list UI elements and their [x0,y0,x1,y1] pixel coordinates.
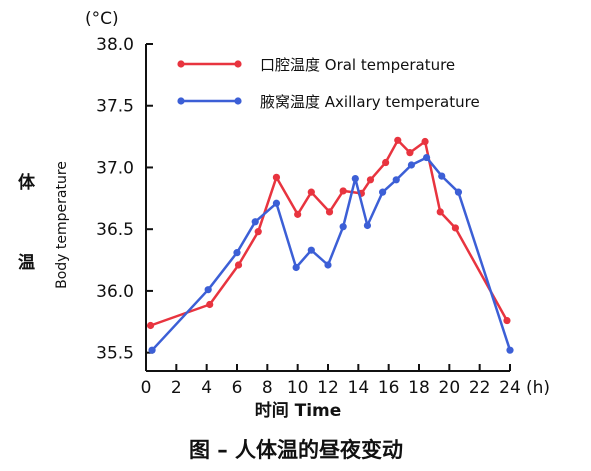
x-tick-label: 12 [317,378,339,398]
data-point [148,346,156,354]
y-tick-label: 35.5 [96,344,134,364]
data-point [503,316,511,325]
data-point [506,346,514,354]
data-point [394,136,402,144]
x-tick-label: 0 [141,378,152,398]
data-point [234,261,243,269]
y-tick-label: 37.5 [96,97,134,117]
x-tick-label: 22 [469,378,491,398]
x-tick-label: 4 [201,378,212,398]
legend-swatch-point [234,97,242,105]
x-ticks: 0 2 4 6 8 10 12 14 16 18 20 22 24 [141,364,521,398]
data-point [233,249,241,257]
y-tick-label: 36.0 [96,282,134,302]
x-tick-label: 18 [408,378,430,398]
data-point [451,224,459,232]
data-point [292,263,300,272]
y-tick-label: 36.5 [96,220,134,240]
series-line [151,156,512,352]
x-tick-label: 14 [348,378,370,398]
data-point [324,261,332,269]
x-tick-label: 20 [439,378,461,398]
data-point [272,173,281,181]
series-0 [146,136,511,330]
legend-swatch-point [177,97,185,105]
y-axis-title-cjk-1: 体 [18,172,36,193]
x-unit-label: (h) [526,378,550,398]
series-line [150,139,509,327]
data-point [379,188,387,196]
x-tick-label: 2 [171,378,182,398]
y-axis-title-cjk-2: 温 [18,253,35,273]
x-tick-label: 6 [232,378,243,398]
data-point [406,149,414,157]
data-point [438,172,446,180]
series-layer [146,136,514,354]
series-1 [148,153,514,354]
data-point [307,246,315,254]
legend-item: 腋窝温度 Axillary temperature [177,93,480,111]
data-point [254,228,262,236]
y-unit-label: (°C) [85,9,119,29]
x-tick-label: 24 [499,378,521,398]
y-ticks: 35.5 36.0 36.5 37.0 37.5 38.0 [96,35,153,364]
data-point [421,137,429,146]
legend-label: 口腔温度 Oral temperature [260,56,455,74]
data-point [206,300,214,309]
figure-caption: 图 – 人体温的昼夜变动 [189,438,403,462]
data-point [351,174,359,183]
data-point [366,176,375,184]
data-point [454,188,463,196]
y-axis-title: Body temperature [54,161,70,289]
data-point [422,153,431,162]
legend-swatch-point [234,60,242,68]
legend-label: 腋窝温度 Axillary temperature [260,93,480,111]
data-point [307,188,315,196]
data-point [339,187,347,195]
data-point [436,208,444,216]
data-point [407,161,416,169]
data-point [363,221,372,230]
data-point [146,321,155,330]
legend-swatch-point [177,60,185,68]
data-point [251,218,259,226]
data-point [325,208,334,216]
data-point [339,223,347,231]
x-tick-label: 16 [378,378,400,398]
x-tick-label: 10 [287,378,309,398]
data-point [382,158,390,167]
y-tick-label: 37.0 [96,158,134,178]
x-axis-title: 时间 Time [255,400,342,421]
y-tick-label: 38.0 [96,35,134,55]
data-point [294,210,302,218]
data-point [272,199,281,207]
legend: 口腔温度 Oral temperature 腋窝温度 Axillary tempe… [177,56,480,111]
x-tick-label: 8 [262,378,273,398]
legend-item: 口腔温度 Oral temperature [177,56,455,74]
data-point [392,176,400,184]
data-point [204,286,212,294]
